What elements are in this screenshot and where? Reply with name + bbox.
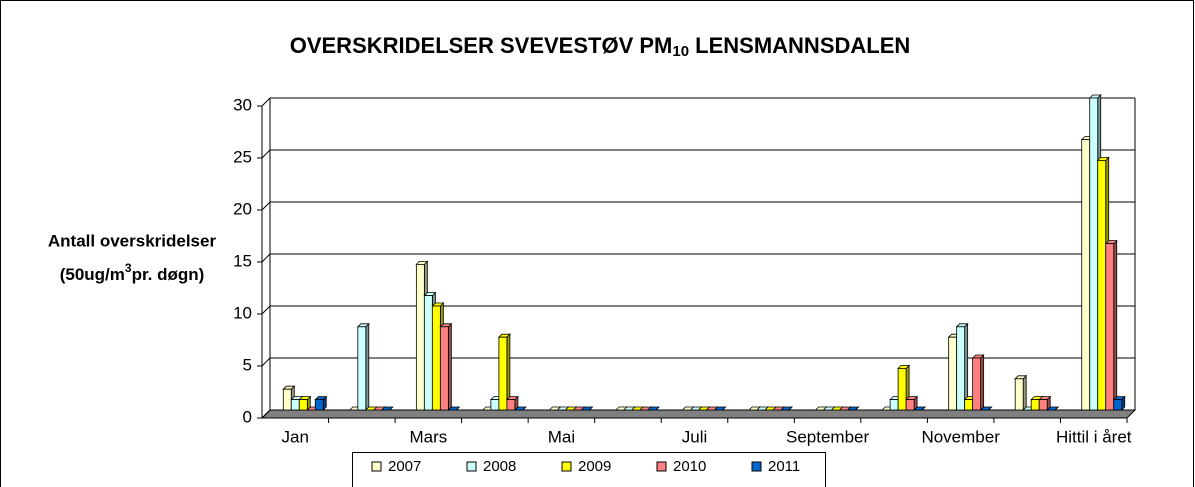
legend-swatch xyxy=(371,461,382,472)
bar-top xyxy=(646,406,660,411)
y-tick-label: 25 xyxy=(233,147,252,166)
legend-swatch xyxy=(656,461,667,472)
bar xyxy=(1113,399,1123,411)
bar xyxy=(889,399,899,411)
bar-side xyxy=(1113,239,1118,411)
y-label-text: pr. døgn) xyxy=(132,265,205,284)
title-text: LENSMANNSDALEN xyxy=(689,33,910,58)
bar xyxy=(905,399,915,411)
x-tick-label: Jan xyxy=(282,427,309,446)
x-tick-label: Mars xyxy=(409,427,447,446)
bar xyxy=(1014,378,1024,411)
bar-top xyxy=(913,406,927,411)
bar-top xyxy=(713,406,727,411)
bar xyxy=(298,399,308,411)
y-axis-label: Antall overskridelser xyxy=(48,231,217,250)
bar xyxy=(431,305,441,411)
y-axis-label: (50ug/m3pr. døgn) xyxy=(60,261,205,284)
bar-top xyxy=(513,406,527,411)
grid-line xyxy=(261,253,271,263)
bar-top xyxy=(780,406,794,411)
bar-top xyxy=(1046,406,1060,411)
legend-label: 2010 xyxy=(673,458,706,475)
x-tick-label: November xyxy=(921,427,1000,446)
legend-swatch xyxy=(466,461,477,472)
y-tick-label: 0 xyxy=(243,407,252,426)
legend-swatch xyxy=(751,461,762,472)
y-tick-label: 30 xyxy=(233,95,252,114)
y-tick-label: 5 xyxy=(243,355,252,374)
grid-line xyxy=(261,357,271,367)
bar xyxy=(498,336,508,411)
bar xyxy=(506,399,516,411)
y-tick-label: 20 xyxy=(233,199,252,218)
bar-top xyxy=(380,406,394,411)
grid-line xyxy=(261,149,271,159)
bar xyxy=(357,326,367,411)
bar-side xyxy=(980,354,985,411)
y-label-superscript: 3 xyxy=(125,261,132,275)
bar-side xyxy=(1022,374,1027,411)
bar xyxy=(423,295,433,411)
grid-line xyxy=(261,201,271,211)
bar xyxy=(439,326,449,411)
bar xyxy=(948,336,958,411)
x-tick-label: Mai xyxy=(548,427,575,446)
y-tick-label: 15 xyxy=(233,251,252,270)
bar-top xyxy=(447,406,461,411)
bar xyxy=(282,388,292,411)
grid-line xyxy=(261,97,271,107)
bar xyxy=(1097,159,1107,411)
bar xyxy=(314,399,324,411)
floor xyxy=(260,409,1137,419)
legend-label: 2009 xyxy=(578,458,611,475)
bar xyxy=(956,326,966,411)
bar xyxy=(1030,399,1040,411)
bar-side xyxy=(447,322,452,411)
legend-swatch xyxy=(561,461,572,472)
bar xyxy=(1105,243,1115,411)
bar-side xyxy=(365,322,370,411)
y-tick-label: 10 xyxy=(233,303,252,322)
legend-label: 2008 xyxy=(483,458,516,475)
title-text: OVERSKRIDELSER SVEVESTØV PM xyxy=(290,33,673,58)
bar xyxy=(1038,399,1048,411)
x-tick-label: Hittil i året xyxy=(1056,427,1132,446)
bar-top xyxy=(846,406,860,411)
title-subscript: 10 xyxy=(672,43,689,60)
bar xyxy=(897,367,907,411)
bar xyxy=(415,263,425,411)
bar xyxy=(290,399,300,411)
bar-top xyxy=(979,406,993,411)
bar xyxy=(490,399,500,411)
bar xyxy=(1089,97,1099,411)
x-tick-label: September xyxy=(786,427,869,446)
legend-label: 2007 xyxy=(388,458,421,475)
legend-label: 2011 xyxy=(768,458,800,475)
legend xyxy=(352,452,826,487)
grid-line xyxy=(261,409,271,419)
bar xyxy=(964,399,974,411)
bar xyxy=(972,357,982,411)
y-label-text: (50ug/m xyxy=(60,265,125,284)
chart-title: OVERSKRIDELSER SVEVESTØV PM10 LENSMANNSD… xyxy=(290,33,911,60)
grid-line xyxy=(261,305,271,315)
bar-top xyxy=(580,406,594,411)
bar xyxy=(1081,139,1091,411)
x-tick-label: Juli xyxy=(682,427,708,446)
